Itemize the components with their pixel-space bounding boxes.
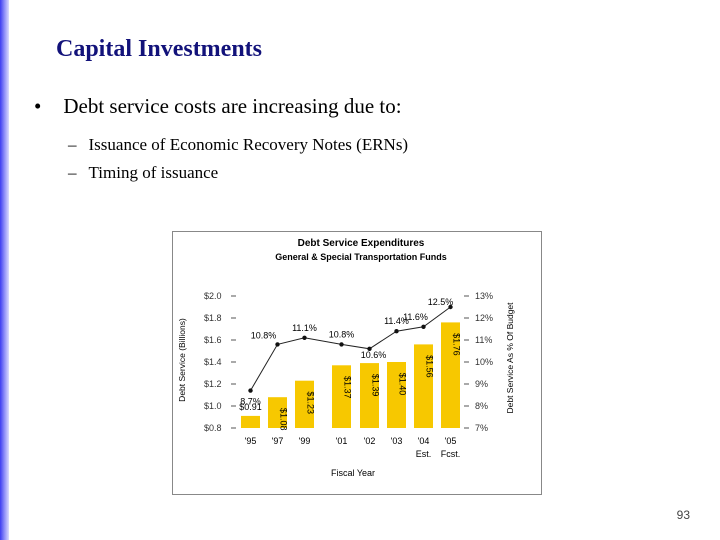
- x-tick-label: '04: [418, 436, 430, 446]
- percent-point: [421, 324, 426, 329]
- data-bar: [241, 415, 260, 428]
- y2-tick-label: 11%: [475, 335, 492, 345]
- bar-value-label: $1.23: [306, 391, 316, 414]
- y2-tick-label: 12%: [475, 313, 493, 323]
- x-axis-label: Fiscal Year: [331, 468, 375, 478]
- bar-value-label: $1.39: [371, 374, 381, 397]
- percent-point: [339, 342, 344, 347]
- y-tick-label: $1.6: [204, 335, 222, 345]
- chart-title: Debt Service Expenditures: [298, 238, 425, 249]
- x-tick-label: '97: [272, 436, 284, 446]
- y-tick-label: $2.0: [204, 291, 222, 301]
- percent-point: [394, 329, 399, 334]
- x-tick-label: '99: [299, 436, 311, 446]
- percent-point: [248, 388, 253, 393]
- sub-bullet-text: Issuance of Economic Recovery Notes (ERN…: [88, 135, 409, 154]
- bar-value-label: $1.40: [398, 373, 408, 396]
- chart-subtitle: General & Special Transportation Funds: [275, 252, 447, 262]
- sub-bullet-text: Timing of issuance: [88, 163, 219, 182]
- percent-point: [302, 335, 307, 340]
- bar-value-label: $1.08: [279, 408, 289, 431]
- y-tick-label: $1.0: [204, 401, 222, 411]
- y-tick-label: $1.4: [204, 357, 222, 367]
- data-bar: [414, 344, 433, 428]
- sub-bullet: – Issuance of Economic Recovery Notes (E…: [68, 135, 408, 155]
- x-tick-note: Est.: [416, 449, 432, 459]
- percent-label: 11.1%: [292, 323, 317, 333]
- y2-tick-label: 9%: [475, 379, 488, 389]
- y2-tick-label: 10%: [475, 357, 493, 367]
- data-bar: [387, 362, 406, 428]
- data-bar: [360, 363, 379, 428]
- y-tick-label: $1.8: [204, 313, 222, 323]
- x-tick-label: '03: [391, 436, 403, 446]
- chart-frame: Debt Service Expenditures General & Spec…: [172, 231, 542, 495]
- data-bar: [441, 322, 460, 428]
- y2-tick-label: 13%: [475, 291, 493, 301]
- x-tick-label: '02: [364, 436, 376, 446]
- percent-line: [250, 306, 451, 391]
- sub-bullet: – Timing of issuance: [68, 163, 218, 183]
- bar-value-label: $0.91: [239, 402, 262, 412]
- percent-label: 8.7%: [240, 397, 261, 407]
- percent-point: [448, 304, 453, 310]
- bullet-dot-icon: •: [34, 94, 42, 118]
- bar-value-label: $1.56: [425, 355, 435, 378]
- percent-label: 10.8%: [329, 329, 355, 339]
- main-bullet: • Debt service costs are increasing due …: [34, 94, 402, 119]
- percent-label: 11.6%: [403, 312, 428, 322]
- data-bar: [295, 380, 314, 428]
- y-axis-label: Debt Service (Billions): [177, 318, 187, 402]
- percent-label: 12.5%: [428, 297, 454, 307]
- dash-icon: –: [68, 163, 77, 182]
- percent-label: 10.6%: [361, 350, 387, 360]
- data-bar: [268, 397, 287, 428]
- y2-tick-label: 8%: [475, 401, 488, 411]
- x-tick-label: '05: [445, 436, 457, 446]
- bar-value-label: $1.76: [452, 333, 462, 356]
- percent-point: [367, 346, 372, 351]
- y2-tick-label: 7%: [475, 423, 488, 433]
- debt-service-chart: Debt Service Expenditures General & Spec…: [177, 238, 515, 478]
- slide-title: Capital Investments: [56, 36, 263, 62]
- y-tick-label: $1.2: [204, 379, 222, 389]
- data-bar: [332, 365, 351, 428]
- bar-value-label: $1.37: [343, 376, 353, 399]
- slide-accent-bar: [0, 0, 9, 540]
- percent-label: 11.4%: [384, 316, 409, 326]
- percent-label: 10.8%: [251, 330, 277, 340]
- x-tick-label: '01: [336, 436, 348, 446]
- y2-axis-label: Debt Service As % Of Budget: [505, 302, 515, 414]
- y-tick-label: $0.8: [204, 423, 222, 433]
- x-tick-note: Fcst.: [441, 449, 461, 459]
- x-tick-label: '95: [245, 436, 257, 446]
- percent-point: [275, 342, 280, 347]
- dash-icon: –: [68, 135, 77, 154]
- main-bullet-text: Debt service costs are increasing due to…: [63, 94, 402, 118]
- page-number: 93: [676, 508, 690, 522]
